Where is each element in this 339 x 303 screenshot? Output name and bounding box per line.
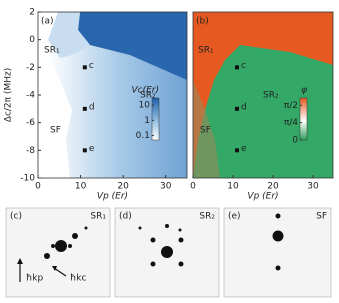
x-tick-label: 20 bbox=[267, 182, 279, 192]
colorbar-label: φ bbox=[301, 86, 307, 96]
point bbox=[82, 65, 87, 70]
colorbar-tick-label: 0 bbox=[292, 136, 298, 146]
image-phase-label: SR₂ bbox=[199, 212, 215, 222]
heatmap-b bbox=[193, 12, 333, 178]
panel-label: (a) bbox=[41, 17, 54, 27]
x-axis-label: Vp (Er) bbox=[97, 192, 128, 202]
colorbar-tick-label: π/4 bbox=[284, 118, 298, 128]
region-label: SR₁ bbox=[44, 46, 60, 56]
x-tick-label: 30 bbox=[307, 182, 319, 192]
y-axis-label: Δc/2π (MHz) bbox=[4, 68, 14, 122]
x-tick-label: 0 bbox=[35, 182, 41, 192]
point-label: d bbox=[241, 102, 247, 112]
y-tick-label: 0 bbox=[29, 35, 35, 45]
y-tick-label: -2 bbox=[26, 63, 35, 73]
x-tick-label: 20 bbox=[117, 182, 129, 192]
x-tick-label: 30 bbox=[160, 182, 172, 192]
y-tick-label: -6 bbox=[26, 118, 35, 128]
image-panels bbox=[5, 207, 332, 298]
image-phase-label: SR₁ bbox=[90, 212, 106, 222]
x-tick-label: 10 bbox=[227, 182, 239, 192]
colorbar-tick-label: 0.1 bbox=[136, 131, 150, 141]
y-tick-label: 2 bbox=[29, 8, 35, 18]
colorbar-tick-label: 1 bbox=[144, 116, 150, 126]
panel-label: (b) bbox=[196, 17, 209, 27]
heatmap-a bbox=[38, 12, 187, 178]
point-label: e bbox=[89, 144, 95, 154]
y-tick-label: -4 bbox=[26, 91, 35, 101]
x-tick-label: 0 bbox=[190, 182, 196, 192]
point-label: d bbox=[89, 102, 95, 112]
momentum-label: ħkp bbox=[26, 274, 43, 284]
region-label: SF bbox=[50, 126, 61, 136]
momentum-label: ħkc bbox=[70, 274, 86, 284]
image-phase-label: SF bbox=[316, 212, 327, 222]
point-label: e bbox=[241, 144, 247, 154]
point bbox=[82, 148, 87, 153]
region-label: SR₂ bbox=[140, 91, 156, 101]
colorbar bbox=[299, 97, 308, 141]
colorbar-tick-label: 10 bbox=[139, 101, 151, 111]
region-label: SF bbox=[200, 126, 211, 136]
region-label: SR₁ bbox=[198, 46, 214, 56]
colorbar-label: Vc(Er) bbox=[131, 86, 159, 96]
point bbox=[235, 106, 239, 111]
point-label: c bbox=[89, 61, 94, 71]
image-panel-label: (e) bbox=[228, 212, 241, 222]
point bbox=[235, 65, 239, 70]
point-label: c bbox=[241, 61, 246, 71]
image-panel-label: (c) bbox=[10, 212, 22, 222]
colorbar bbox=[151, 97, 160, 141]
y-tick-label: -8 bbox=[26, 146, 35, 156]
region-label: SR₂ bbox=[263, 91, 279, 101]
colorbar-tick-label: π/2 bbox=[284, 101, 298, 111]
x-axis-label: Vp (Er) bbox=[247, 192, 278, 202]
image-panel-label: (d) bbox=[119, 212, 132, 222]
point bbox=[235, 148, 239, 153]
point bbox=[82, 106, 87, 111]
y-tick-label: -10 bbox=[20, 174, 35, 184]
plot-frame bbox=[192, 11, 334, 179]
x-tick-label: 10 bbox=[75, 182, 87, 192]
